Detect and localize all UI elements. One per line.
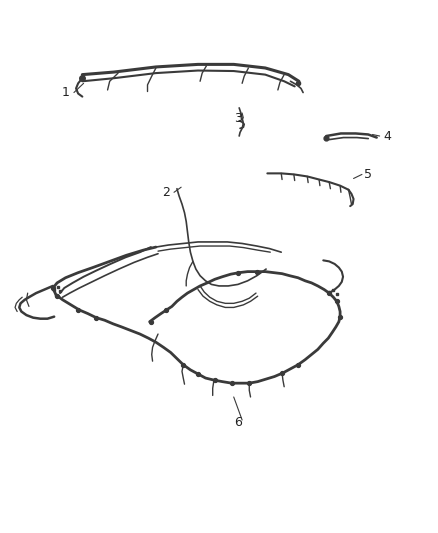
Text: 6: 6 [234, 416, 242, 429]
Text: 3: 3 [234, 111, 242, 125]
Text: 2: 2 [162, 186, 170, 199]
Text: 1: 1 [62, 86, 70, 99]
Text: 4: 4 [383, 130, 391, 142]
Text: 5: 5 [364, 168, 372, 181]
